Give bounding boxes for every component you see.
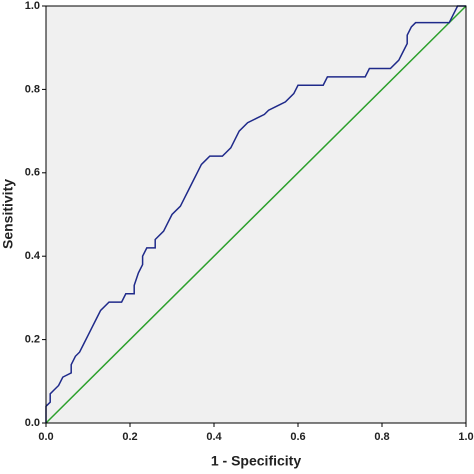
x-tick-label: 0.6	[290, 431, 305, 443]
x-tick-label: 0.4	[206, 431, 222, 443]
y-tick-label: 1.0	[25, 0, 40, 12]
x-axis-title: 1 - Specificity	[211, 453, 301, 469]
y-tick-label: 0.2	[25, 334, 40, 346]
y-tick-label: 0.0	[25, 417, 40, 429]
x-tick-label: 0.2	[122, 431, 137, 443]
x-tick-label: 0.0	[38, 431, 53, 443]
plot-frame	[45, 5, 467, 424]
x-tick-label: 0.8	[374, 431, 389, 443]
y-tick-label: 0.4	[25, 250, 41, 262]
y-tick-label: 0.6	[25, 167, 40, 179]
y-axis-title: Sensitivity	[0, 179, 16, 249]
line	[45, 5, 466, 423]
y-tick-label: 0.8	[25, 83, 40, 95]
x-tick-label: 1.0	[458, 431, 473, 443]
line	[45, 5, 467, 424]
